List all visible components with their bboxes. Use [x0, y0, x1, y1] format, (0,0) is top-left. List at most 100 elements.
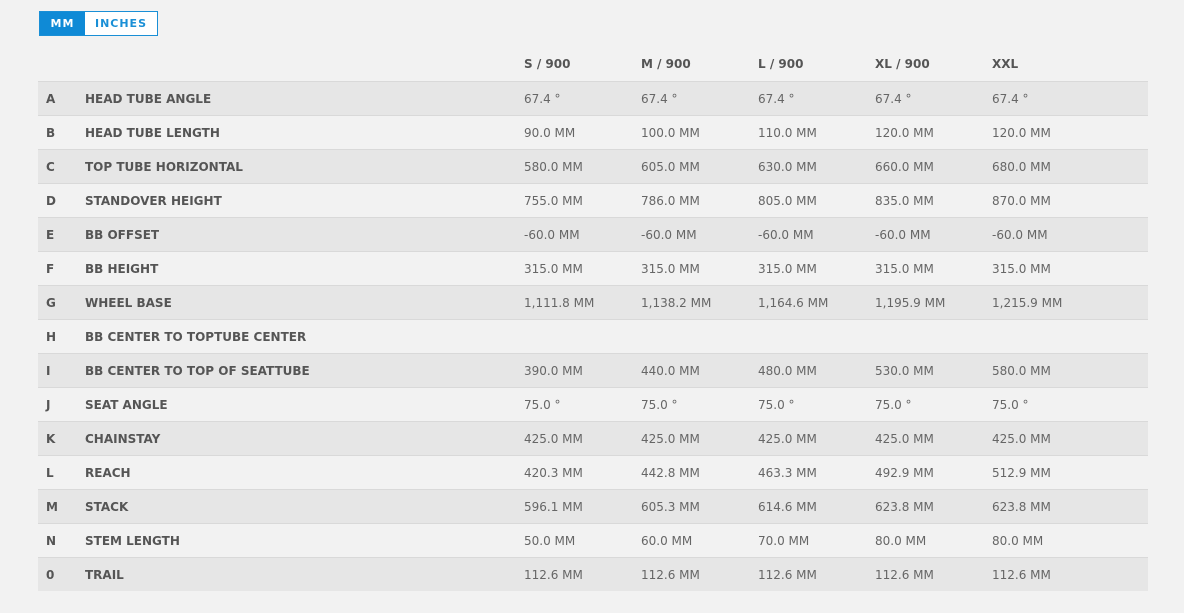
header-size-xxl: XXL [992, 57, 1019, 71]
row-value-cell: 623.8 MM [875, 489, 992, 524]
row-value-cell: 67.4 ° [992, 81, 1148, 116]
table-row: M STACK 596.1 MM 605.3 MM 614.6 MM 623.8 MM 62… [38, 489, 1148, 524]
row-value-cell: 442.8 MM [641, 455, 758, 490]
row-measurement-name: BB CENTER TO TOP OF SEATTUBE [85, 353, 524, 388]
row-value-cell: 70.0 MM [758, 523, 875, 558]
row-letter: K [38, 421, 85, 456]
row-measurement-name: BB CENTER TO TOPTUBE CENTER [85, 319, 524, 354]
row-value-cell: 623.8 MM [992, 489, 1148, 524]
row-value-cell: 75.0 ° [641, 387, 758, 422]
row-value-cell: 75.0 ° [758, 387, 875, 422]
row-measurement-name: REACH [85, 455, 524, 490]
row-value-cell: 67.4 ° [524, 81, 641, 116]
mm-unit-button[interactable]: MM [40, 12, 85, 35]
row-letter: J [38, 387, 85, 422]
row-value-cell: 580.0 MM [992, 353, 1148, 388]
row-value-cell: 425.0 MM [641, 421, 758, 456]
row-measurement-name: SEAT ANGLE [85, 387, 524, 422]
row-letter: D [38, 183, 85, 218]
row-measurement-name: STANDOVER HEIGHT [85, 183, 524, 218]
row-letter: F [38, 251, 85, 286]
row-value-cell: 530.0 MM [875, 353, 992, 388]
row-value-cell [524, 319, 641, 354]
table-row: A HEAD TUBE ANGLE 67.4 ° 67.4 ° 67.4 ° 67.4 °… [38, 81, 1148, 116]
row-value-cell [641, 319, 758, 354]
row-value-cell: 120.0 MM [992, 115, 1148, 150]
row-value-cell: 80.0 MM [875, 523, 992, 558]
table-row: C TOP TUBE HORIZONTAL 580.0 MM 605.0 MM 630.… [38, 149, 1148, 184]
row-letter: L [38, 455, 85, 490]
row-value-cell: 596.1 MM [524, 489, 641, 524]
row-value-cell [875, 319, 992, 354]
row-measurement-name: HEAD TUBE LENGTH [85, 115, 524, 150]
table-row: B HEAD TUBE LENGTH 90.0 MM 100.0 MM 110.0 MM… [38, 115, 1148, 150]
header-letter [38, 47, 85, 82]
table-row: H BB CENTER TO TOPTUBE CENTER [38, 319, 1148, 354]
row-value-cell: 1,164.6 MM [758, 285, 875, 320]
row-value-cell: 1,215.9 MM [992, 285, 1148, 320]
row-value-cell: 110.0 MM [758, 115, 875, 150]
header-size-s: S / 900 [524, 57, 571, 71]
row-value-cell: 425.0 MM [992, 421, 1148, 456]
header-size-xl: XL / 900 [875, 57, 930, 71]
row-value-cell: -60.0 MM [875, 217, 992, 252]
row-value-cell: 805.0 MM [758, 183, 875, 218]
row-measurement-name: BB HEIGHT [85, 251, 524, 286]
row-value-cell: 425.0 MM [524, 421, 641, 456]
row-value-cell: 755.0 MM [524, 183, 641, 218]
row-value-cell: 660.0 MM [875, 149, 992, 184]
header-size-m: M / 900 [641, 57, 691, 71]
row-value-cell [992, 319, 1148, 354]
row-value-cell: 425.0 MM [875, 421, 992, 456]
row-value-cell: 425.0 MM [758, 421, 875, 456]
row-letter: G [38, 285, 85, 320]
row-measurement-name: HEAD TUBE ANGLE [85, 81, 524, 116]
row-letter: A [38, 81, 85, 116]
row-value-cell: 492.9 MM [875, 455, 992, 490]
row-value-cell: 390.0 MM [524, 353, 641, 388]
row-value-cell: 1,138.2 MM [641, 285, 758, 320]
row-value-cell: 605.0 MM [641, 149, 758, 184]
row-value-cell: 580.0 MM [524, 149, 641, 184]
row-value-cell: 112.6 MM [992, 557, 1148, 591]
row-value-cell: 80.0 MM [992, 523, 1148, 558]
row-value-cell: 480.0 MM [758, 353, 875, 388]
table-row: I BB CENTER TO TOP OF SEATTUBE 390.0 MM 440… [38, 353, 1148, 388]
row-value-cell: 630.0 MM [758, 149, 875, 184]
row-value-cell: 315.0 MM [524, 251, 641, 286]
row-value-cell: 75.0 ° [875, 387, 992, 422]
row-value-cell: 1,111.8 MM [524, 285, 641, 320]
row-value-cell: -60.0 MM [758, 217, 875, 252]
row-value-cell: 60.0 MM [641, 523, 758, 558]
row-value-cell: 680.0 MM [992, 149, 1148, 184]
row-value-cell: 420.3 MM [524, 455, 641, 490]
header-name [85, 47, 524, 82]
row-letter: B [38, 115, 85, 150]
row-letter: C [38, 149, 85, 184]
row-measurement-name: STEM LENGTH [85, 523, 524, 558]
row-value-cell: -60.0 MM [992, 217, 1148, 252]
row-letter: I [38, 353, 85, 388]
table-header-row: S / 900 M / 900 L / 900 XL / 900 XXL [38, 47, 1148, 82]
header-size-l: L / 900 [758, 57, 804, 71]
row-value-cell [758, 319, 875, 354]
row-measurement-name: TRAIL [85, 557, 524, 591]
table-row: K CHAINSTAY 425.0 MM 425.0 MM 425.0 MM 425.0 … [38, 421, 1148, 456]
table-row: G WHEEL BASE 1,111.8 MM 1,138.2 MM 1,164.6 M… [38, 285, 1148, 320]
row-measurement-name: WHEEL BASE [85, 285, 524, 320]
row-value-cell: 512.9 MM [992, 455, 1148, 490]
row-letter: N [38, 523, 85, 558]
table-row: D STANDOVER HEIGHT 755.0 MM 786.0 MM 805.0 M… [38, 183, 1148, 218]
row-value-cell: 75.0 ° [992, 387, 1148, 422]
row-letter: 0 [38, 557, 85, 591]
inches-unit-button[interactable]: INCHES [85, 12, 157, 35]
row-measurement-name: STACK [85, 489, 524, 524]
row-value-cell: 50.0 MM [524, 523, 641, 558]
row-value-cell: 786.0 MM [641, 183, 758, 218]
row-value-cell: 75.0 ° [524, 387, 641, 422]
row-value-cell: 315.0 MM [992, 251, 1148, 286]
row-measurement-name: TOP TUBE HORIZONTAL [85, 149, 524, 184]
table-row: N STEM LENGTH 50.0 MM 60.0 MM 70.0 MM 80.0 MM… [38, 523, 1148, 558]
row-letter: M [38, 489, 85, 524]
row-value-cell: 67.4 ° [641, 81, 758, 116]
